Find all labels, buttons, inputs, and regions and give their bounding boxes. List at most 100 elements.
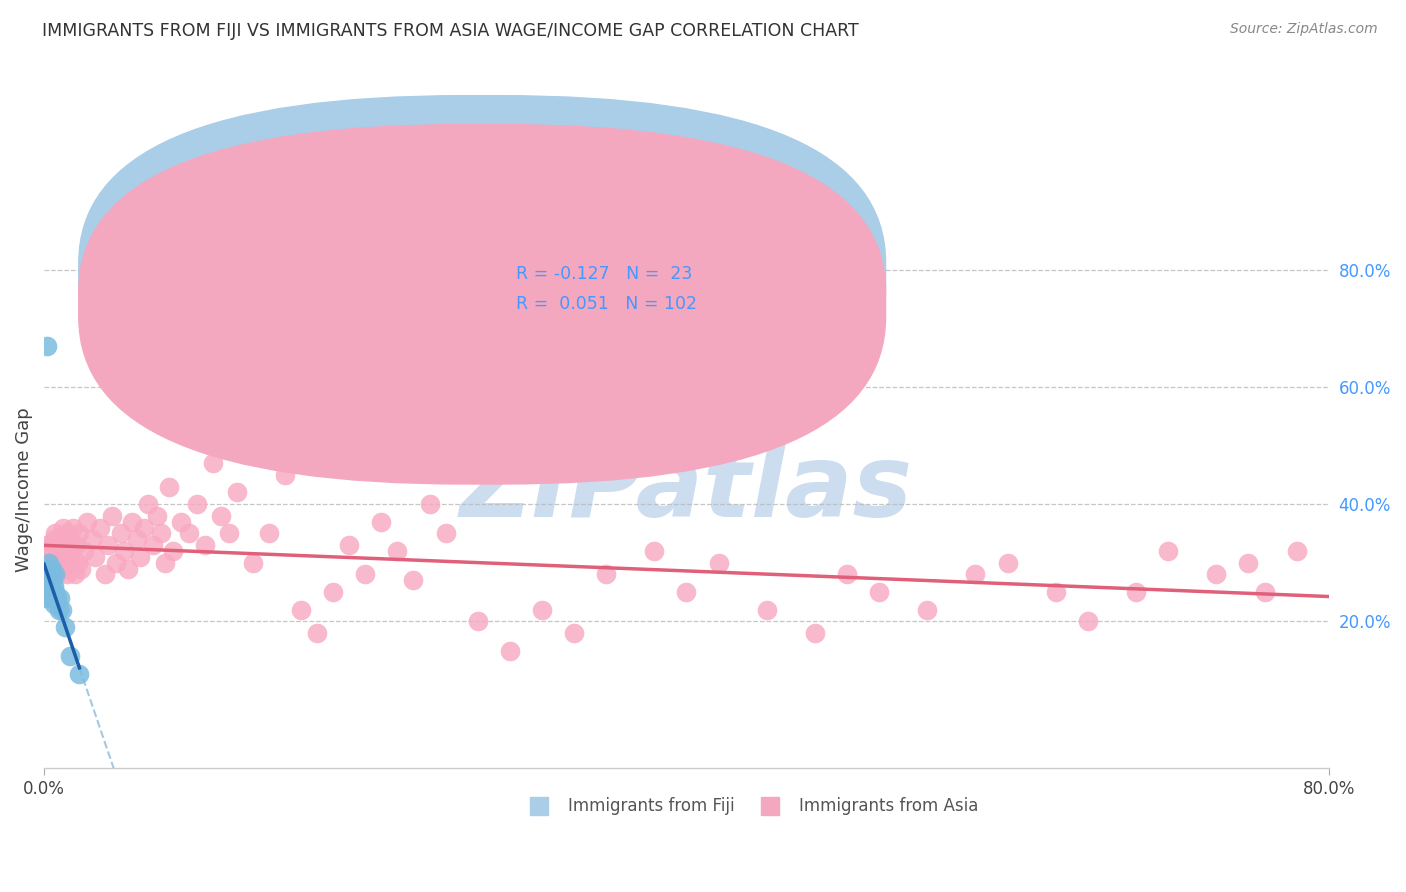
Point — [76, 515, 98, 529]
Point — [53, 538, 76, 552]
Point — [37, 556, 59, 570]
Point — [1285, 544, 1308, 558]
Point — [35, 339, 58, 353]
Point — [66, 556, 89, 570]
Point — [201, 456, 224, 470]
Point — [42, 579, 65, 593]
Point — [48, 602, 70, 616]
Point — [59, 533, 82, 547]
Point — [1157, 544, 1180, 558]
Point — [35, 591, 58, 605]
Point — [434, 526, 457, 541]
Point — [39, 567, 62, 582]
Point — [38, 585, 60, 599]
Point — [38, 574, 60, 588]
Point — [51, 561, 73, 575]
Point — [65, 538, 87, 552]
Point — [59, 556, 82, 570]
Point — [675, 585, 697, 599]
Point — [169, 515, 191, 529]
Point — [39, 561, 62, 575]
Point — [52, 556, 75, 570]
Point — [39, 549, 62, 564]
Text: Immigrants from Fiji: Immigrants from Fiji — [568, 797, 735, 814]
Text: Immigrants from Asia: Immigrants from Asia — [800, 797, 979, 814]
Point — [467, 615, 489, 629]
FancyBboxPatch shape — [79, 125, 886, 484]
Point — [84, 549, 107, 564]
Point — [41, 567, 63, 582]
Point — [60, 544, 83, 558]
Point — [94, 567, 117, 582]
Point — [73, 544, 96, 558]
Point — [42, 597, 65, 611]
Point — [39, 591, 62, 605]
Point — [242, 556, 264, 570]
Point — [48, 538, 70, 552]
Point — [97, 538, 120, 552]
FancyBboxPatch shape — [449, 257, 776, 323]
Point — [499, 643, 522, 657]
Point — [127, 533, 149, 547]
Point — [44, 585, 66, 599]
Text: Source: ZipAtlas.com: Source: ZipAtlas.com — [1230, 22, 1378, 37]
Y-axis label: Wage/Income Gap: Wage/Income Gap — [15, 407, 32, 572]
Point — [142, 538, 165, 552]
Point — [49, 533, 72, 547]
Point — [1205, 567, 1227, 582]
Point — [46, 549, 69, 564]
Point — [1253, 585, 1275, 599]
Point — [62, 521, 84, 535]
Point — [387, 544, 409, 558]
Point — [157, 480, 180, 494]
FancyBboxPatch shape — [79, 95, 886, 455]
Point — [37, 579, 59, 593]
Point — [41, 574, 63, 588]
Point — [755, 602, 778, 616]
Point — [868, 585, 890, 599]
Point — [274, 467, 297, 482]
Point — [218, 526, 240, 541]
Point — [44, 561, 66, 575]
Point — [138, 497, 160, 511]
Point — [70, 561, 93, 575]
Point — [49, 544, 72, 558]
Point — [370, 515, 392, 529]
Point — [132, 521, 155, 535]
Point — [38, 567, 60, 582]
Point — [55, 526, 77, 541]
Point — [48, 556, 70, 570]
Point — [46, 591, 69, 605]
Point — [337, 538, 360, 552]
Point — [707, 556, 730, 570]
Point — [69, 526, 91, 541]
Point — [100, 508, 122, 523]
Point — [209, 508, 232, 523]
Point — [121, 515, 143, 529]
Point — [110, 526, 132, 541]
Point — [965, 567, 987, 582]
Point — [49, 591, 72, 605]
Point — [51, 549, 73, 564]
Point — [46, 567, 69, 582]
Point — [257, 526, 280, 541]
Point — [162, 544, 184, 558]
Point — [153, 556, 176, 570]
Point — [39, 579, 62, 593]
Point — [186, 497, 208, 511]
Point — [58, 549, 80, 564]
Text: IMMIGRANTS FROM FIJI VS IMMIGRANTS FROM ASIA WAGE/INCOME GAP CORRELATION CHART: IMMIGRANTS FROM FIJI VS IMMIGRANTS FROM … — [42, 22, 859, 40]
Point — [69, 667, 91, 681]
Point — [129, 549, 152, 564]
Point — [643, 544, 665, 558]
Point — [177, 526, 200, 541]
Text: ZIPatlas: ZIPatlas — [460, 441, 912, 538]
Point — [595, 567, 617, 582]
Point — [530, 602, 553, 616]
Point — [322, 585, 344, 599]
Point — [354, 567, 377, 582]
Point — [1045, 585, 1067, 599]
Point — [37, 538, 59, 552]
Point — [52, 521, 75, 535]
Point — [89, 521, 111, 535]
